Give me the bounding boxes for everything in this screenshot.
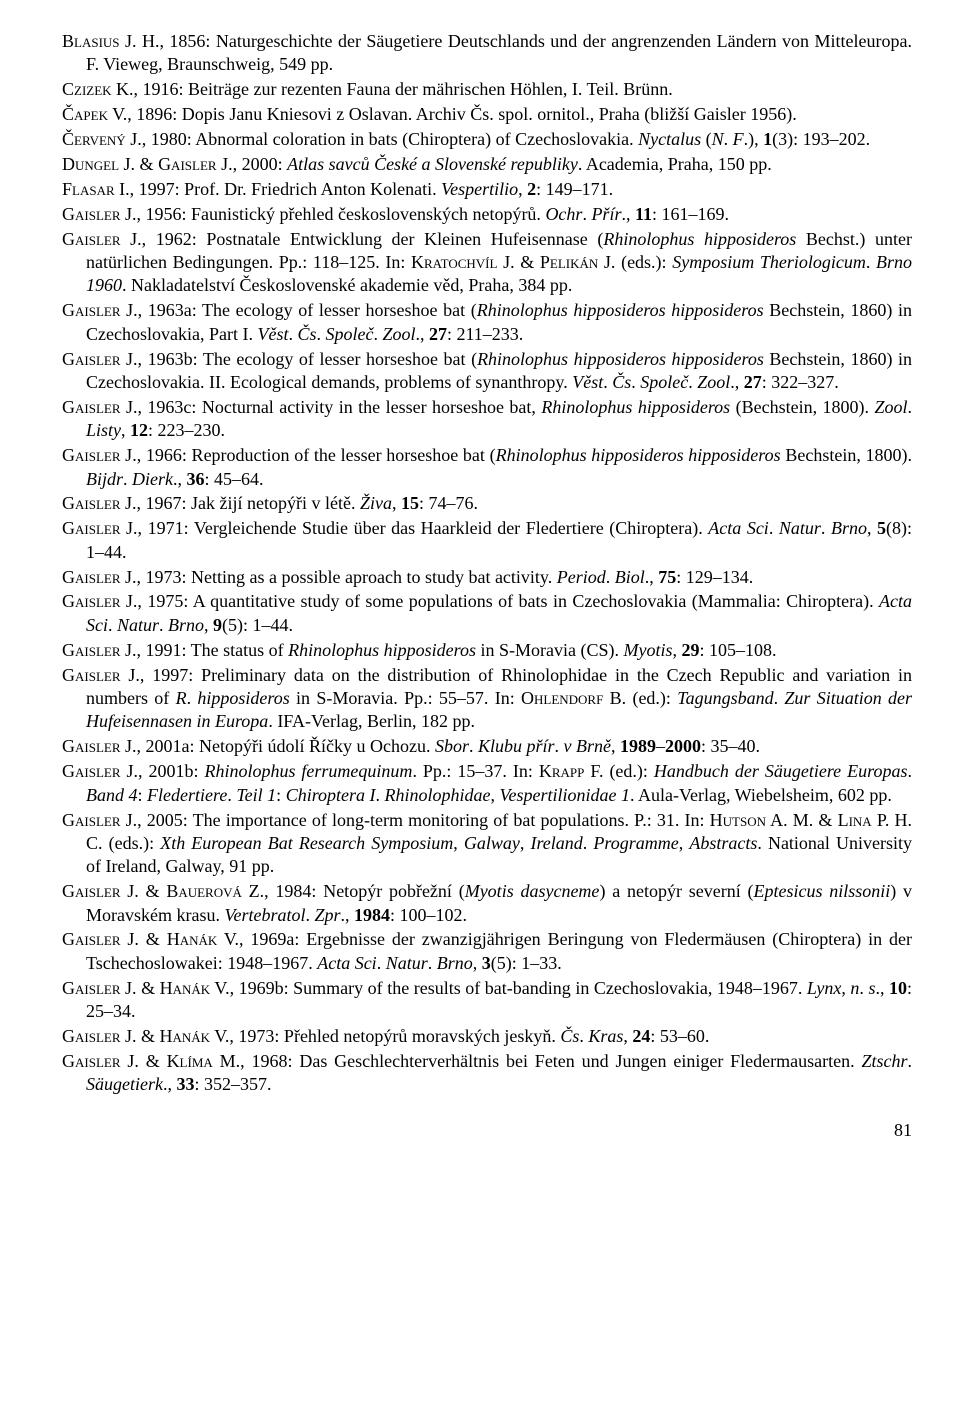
reference-entry: Gaisler J., 2005: The importance of long… xyxy=(62,809,912,879)
reference-entry: Červený J., 1980: Abnormal coloration in… xyxy=(62,128,912,151)
reference-entry: Gaisler J., 1973: Netting as a possible … xyxy=(62,566,912,589)
reference-entry: Gaisler J., 1975: A quantitative study o… xyxy=(62,590,912,637)
reference-entry: Gaisler J., 1963b: The ecology of lesser… xyxy=(62,348,912,395)
reference-entry: Gaisler J., 1991: The status of Rhinolop… xyxy=(62,639,912,662)
reference-entry: Gaisler J., 1966: Reproduction of the le… xyxy=(62,444,912,491)
reference-entry: Gaisler J., 1956: Faunistický přehled če… xyxy=(62,203,912,226)
reference-entry: Gaisler J., 1997: Preliminary data on th… xyxy=(62,664,912,734)
reference-entry: Blasius J. H., 1856: Naturgeschichte der… xyxy=(62,30,912,77)
reference-entry: Gaisler J. & Klíma M., 1968: Das Geschle… xyxy=(62,1050,912,1097)
reference-entry: Gaisler J., 1971: Vergleichende Studie ü… xyxy=(62,517,912,564)
reference-entry: Čapek V., 1896: Dopis Janu Kniesovi z Os… xyxy=(62,103,912,126)
reference-entry: Czizek K., 1916: Beiträge zur rezenten F… xyxy=(62,78,912,101)
reference-entry: Gaisler J. & Hanák V., 1969b: Summary of… xyxy=(62,977,912,1024)
reference-entry: Gaisler J., 2001b: Rhinolophus ferrumequ… xyxy=(62,760,912,807)
reference-entry: Gaisler J. & Hanák V., 1969a: Ergebnisse… xyxy=(62,928,912,975)
reference-entry: Gaisler J., 1967: Jak žijí netopýři v lé… xyxy=(62,492,912,515)
reference-entry: Gaisler J., 1962: Postnatale Entwicklung… xyxy=(62,228,912,298)
references-list: Blasius J. H., 1856: Naturgeschichte der… xyxy=(62,30,912,1097)
reference-entry: Flasar I., 1997: Prof. Dr. Friedrich Ant… xyxy=(62,178,912,201)
page-number: 81 xyxy=(62,1119,912,1142)
reference-entry: Dungel J. & Gaisler J., 2000: Atlas savc… xyxy=(62,153,912,176)
reference-entry: Gaisler J. & Bauerová Z., 1984: Netopýr … xyxy=(62,880,912,927)
reference-entry: Gaisler J., 2001a: Netopýři údolí Říčky … xyxy=(62,735,912,758)
reference-entry: Gaisler J. & Hanák V., 1973: Přehled net… xyxy=(62,1025,912,1048)
reference-entry: Gaisler J., 1963c: Nocturnal activity in… xyxy=(62,396,912,443)
reference-entry: Gaisler J., 1963a: The ecology of lesser… xyxy=(62,299,912,346)
